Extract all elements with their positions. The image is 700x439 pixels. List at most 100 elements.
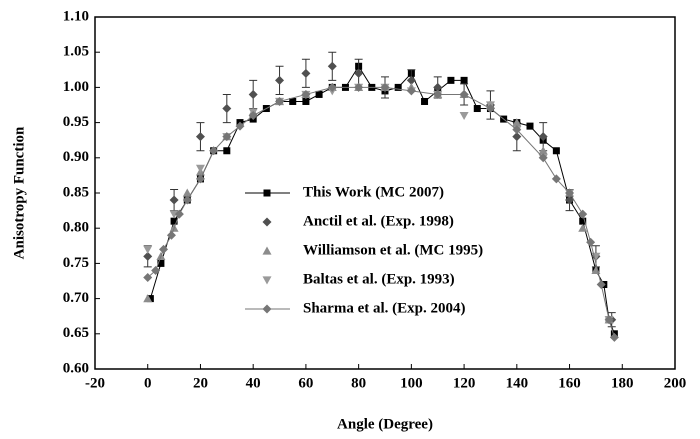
marker-square xyxy=(170,217,178,225)
marker-diamond xyxy=(262,217,272,227)
marker-diamond xyxy=(301,89,311,99)
marker-square xyxy=(302,97,310,105)
marker-triangle-down xyxy=(143,245,153,254)
y-tick-label: 1.10 xyxy=(63,8,89,24)
marker-triangle xyxy=(578,223,588,232)
marker-diamond xyxy=(195,174,205,184)
legend-label: Sharma et al. (Exp. 2004) xyxy=(303,300,466,316)
y-tick-label: 0.65 xyxy=(63,325,89,341)
x-tick-label: 160 xyxy=(558,375,581,391)
marker-diamond xyxy=(327,82,337,92)
marker-triangle xyxy=(512,118,522,127)
x-tick-label: 120 xyxy=(453,375,476,391)
x-tick-label: 20 xyxy=(193,375,208,391)
marker-diamond xyxy=(195,132,205,142)
marker-diamond xyxy=(222,104,232,114)
marker-diamond xyxy=(565,195,575,205)
marker-diamond xyxy=(182,195,192,205)
marker-triangle xyxy=(182,188,192,197)
legend-label: Williamson et al. (MC 1995) xyxy=(303,242,483,258)
marker-square xyxy=(447,76,455,84)
marker-diamond xyxy=(538,153,548,163)
x-tick-label: 140 xyxy=(506,375,529,391)
x-tick-label: 80 xyxy=(351,375,366,391)
x-tick-label: 60 xyxy=(298,375,313,391)
x-tick-label: 180 xyxy=(611,375,634,391)
y-tick-label: 0.60 xyxy=(63,360,89,376)
marker-diamond xyxy=(406,75,416,85)
marker-diamond xyxy=(235,121,245,131)
marker-triangle xyxy=(262,246,272,255)
marker-diamond xyxy=(459,89,469,99)
marker-square xyxy=(552,147,560,155)
marker-diamond xyxy=(551,174,561,184)
marker-diamond xyxy=(609,332,619,342)
marker-triangle-down xyxy=(262,276,272,285)
marker-square xyxy=(157,259,165,267)
y-tick-label: 0.80 xyxy=(63,220,89,236)
marker-diamond xyxy=(275,75,285,85)
marker-diamond xyxy=(586,237,596,247)
marker-triangle-down xyxy=(169,210,179,219)
marker-square xyxy=(526,122,534,130)
x-tick-label: -20 xyxy=(85,375,105,391)
marker-diamond xyxy=(166,230,176,240)
y-tick-label: 0.95 xyxy=(63,114,89,130)
y-axis-title: Anisotropy Function xyxy=(11,126,27,259)
legend-label: This Work (MC 2007) xyxy=(303,184,444,200)
marker-square xyxy=(263,189,271,197)
y-tick-label: 0.85 xyxy=(63,184,89,200)
marker-square xyxy=(315,90,323,98)
marker-square xyxy=(223,147,231,155)
series xyxy=(143,82,619,342)
legend-label: Anctil et al. (Exp. 1998) xyxy=(303,213,454,229)
y-tick-label: 0.70 xyxy=(63,290,89,306)
marker-diamond xyxy=(327,61,337,71)
marker-diamond xyxy=(159,244,169,254)
marker-diamond xyxy=(433,82,443,92)
y-tick-label: 0.90 xyxy=(63,149,89,165)
legend-label: Baltas et al. (Exp. 1993) xyxy=(303,271,455,287)
marker-square xyxy=(421,97,429,105)
marker-diamond xyxy=(433,89,443,99)
marker-square xyxy=(146,295,154,303)
marker-diamond xyxy=(248,111,258,121)
marker-diamond xyxy=(538,132,548,142)
y-tick-label: 1.00 xyxy=(63,79,89,95)
marker-diamond xyxy=(512,132,522,142)
marker-triangle xyxy=(538,146,548,155)
marker-square xyxy=(289,97,297,105)
marker-diamond xyxy=(354,68,364,78)
marker-diamond xyxy=(578,209,588,219)
marker-diamond xyxy=(222,132,232,142)
marker-square xyxy=(473,105,481,113)
x-tick-label: 0 xyxy=(144,375,152,391)
x-tick-label: 40 xyxy=(246,375,261,391)
marker-diamond xyxy=(209,146,219,156)
marker-diamond xyxy=(301,68,311,78)
marker-triangle-down xyxy=(459,111,469,121)
marker-diamond xyxy=(406,86,416,96)
y-tick-label: 1.05 xyxy=(63,44,89,60)
x-tick-label: 200 xyxy=(664,375,687,391)
marker-diamond xyxy=(596,280,606,290)
marker-diamond xyxy=(380,82,390,92)
series xyxy=(143,83,614,325)
marker-square xyxy=(460,76,468,84)
marker-diamond xyxy=(262,304,272,314)
marker-diamond xyxy=(512,125,522,135)
marker-diamond xyxy=(143,272,153,282)
marker-diamond xyxy=(143,251,153,261)
marker-diamond xyxy=(169,195,179,205)
marker-diamond xyxy=(354,82,364,92)
marker-diamond xyxy=(275,96,285,106)
marker-triangle xyxy=(143,294,153,303)
marker-triangle-down xyxy=(195,164,205,173)
y-tick-label: 0.75 xyxy=(63,255,89,271)
marker-diamond xyxy=(151,265,161,275)
marker-square xyxy=(579,217,587,225)
marker-diamond xyxy=(485,104,495,114)
x-axis-title: Angle (Degree) xyxy=(337,416,433,432)
